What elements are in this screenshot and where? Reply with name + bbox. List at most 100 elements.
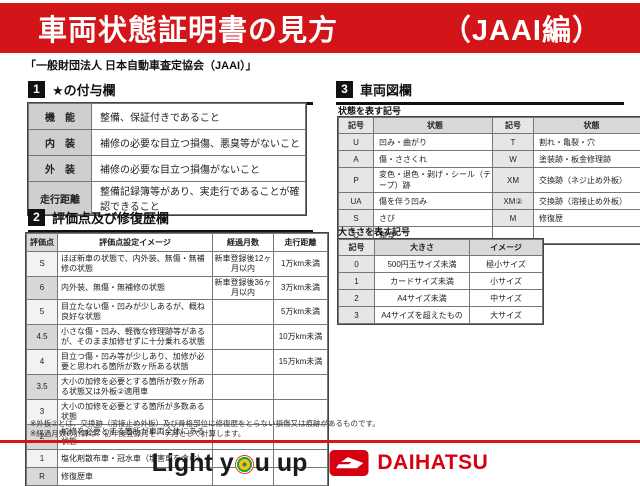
col-header-symbol: 記号 [339, 118, 374, 134]
cell-symbol: 2 [339, 290, 375, 307]
daihatsu-logo: DAIHATSU [329, 450, 488, 476]
table-row: P 変色・退色・剥げ・シール（テープ）跡 XM 交換跡（ネジ止め外板） [339, 168, 640, 193]
cell-image: 目立たない傷・凹みが少しあるが、概ね良好な状態 [58, 300, 213, 325]
cell-size: A4サイズを超えたもの [375, 307, 470, 324]
table-row: 4.5 小さな傷・凹み、軽微な修理跡等があるが、そのまま加修せずに十分乗れる状態… [27, 325, 328, 350]
slogan-text-pre: Light y [152, 449, 234, 478]
cell-symbol: A [339, 151, 374, 168]
cell-desc: 補修の必要な目立つ損傷、悪臭等がないこと [92, 130, 306, 156]
table-row: 2 A4サイズ未満 中サイズ [339, 290, 543, 307]
daihatsu-d-mark-icon [329, 450, 369, 476]
cell-symbol: U [339, 134, 374, 151]
cell-symbol: T [493, 134, 534, 151]
cell-months: 新車登録後12ヶ月以内 [213, 252, 274, 277]
cell-symbol: XM [493, 168, 534, 193]
table-row: 内 装 補修の必要な目立つ損傷、悪臭等がないこと [29, 130, 306, 156]
section3-number-badge: 3 [336, 81, 353, 98]
slogan-text-post: u up [255, 449, 308, 478]
cell-months [213, 350, 274, 375]
target-ring-icon [235, 455, 254, 474]
cell-distance: 3万km未満 [274, 277, 328, 300]
light-you-up-logo: Light y u up [152, 449, 308, 478]
daihatsu-wordmark: DAIHATSU [377, 451, 488, 475]
cell-months [213, 300, 274, 325]
col-header-symbol: 記号 [493, 118, 534, 134]
title-banner: 車両状態証明書の見方 （JAAI編） [0, 3, 640, 53]
footnote-line: ※外板②とは、交換跡（溶接止め外板）及び骨格部位に修復歴をとらない損傷又は痕跡が… [30, 419, 380, 429]
col-header-symbol: 記号 [339, 240, 375, 256]
col-header-months: 経過月数 [213, 234, 274, 252]
cell-image: ほぼ新車の状態で、内外装、無傷・無補修の状態 [58, 252, 213, 277]
table-row: 外 装 補修の必要な目立つ損傷がないこと [29, 156, 306, 182]
cell-size: カードサイズ未満 [375, 273, 470, 290]
cell-score: 4 [27, 350, 58, 375]
cell-state: 修復歴 [534, 210, 640, 227]
footnote-line: ※経過月数の計算は、初年度登録月を一ヶ月として計算します。 [30, 429, 380, 439]
cell-label: 外 装 [29, 156, 92, 182]
cell-state: さび [374, 210, 493, 227]
section2-header: 2 評価点及び修復歴欄 [28, 208, 313, 233]
condition-symbols-label: 状態を表す記号 [338, 104, 401, 117]
cell-image: 極小サイズ [470, 256, 543, 273]
col-header-image: 評価点設定イメージ [58, 234, 213, 252]
size-symbols-label: 大きさを表す記号 [338, 225, 410, 238]
cell-image: 内外装、無傷・無補修の状態 [58, 277, 213, 300]
table-row: 0 500円玉サイズ未満 極小サイズ [339, 256, 543, 273]
cell-label: 機 能 [29, 104, 92, 130]
cell-state: 交換跡（ネジ止め外板） [534, 168, 640, 193]
cell-score: 6 [27, 277, 58, 300]
cell-label: 内 装 [29, 130, 92, 156]
section3-header: 3 車両図欄 [336, 80, 624, 105]
page-title-edition: （JAAI編） [442, 7, 602, 49]
cell-symbol: 1 [339, 273, 375, 290]
table-row: U 凹み・曲がり T 割れ・亀裂・穴 [339, 134, 640, 151]
col-header-size: 大きさ [375, 240, 470, 256]
section3-title: 車両図欄 [360, 80, 412, 99]
cell-symbol: P [339, 168, 374, 193]
organization-subtitle: 「一般財団法人 日本自動車査定協会（JAAI）」 [25, 57, 257, 73]
cell-image: 大サイズ [470, 307, 543, 324]
table-row: 機 能 整備、保証付きであること [29, 104, 306, 130]
cell-image: 大小の加修を必要とする箇所が数ヶ所ある状態又は外板②適用車 [58, 375, 213, 400]
cell-distance: 15万km未満 [274, 350, 328, 375]
cell-months [213, 375, 274, 400]
cell-symbol: 0 [339, 256, 375, 273]
table-row: A 傷・ささくれ W 塗装跡・板金修理跡 [339, 151, 640, 168]
cell-symbol: W [493, 151, 534, 168]
page-title: 車両状態証明書の見方 [38, 7, 338, 49]
table-row: S さび M 修復歴 [339, 210, 640, 227]
section1-title: ★の付与欄 [52, 80, 116, 99]
table-row: 4 目立つ傷・凹み等が少しあり、加修が必要と思われる箇所が数ヶ所ある状態 15万… [27, 350, 328, 375]
footer-divider [0, 440, 640, 443]
cell-symbol: S [339, 210, 374, 227]
cell-state: 塗装跡・板金修理跡 [534, 151, 640, 168]
cell-months [213, 325, 274, 350]
cell-state: 変色・退色・剥げ・シール（テープ）跡 [374, 168, 493, 193]
cell-state: 傷を伴う凹み [374, 193, 493, 210]
cell-desc: 整備、保証付きであること [92, 104, 306, 130]
cell-months: 新車登録後36ヶ月以内 [213, 277, 274, 300]
cell-symbol: XM② [493, 193, 534, 210]
cell-score: 3.5 [27, 375, 58, 400]
cell-state [534, 227, 640, 244]
cell-state: 傷・ささくれ [374, 151, 493, 168]
col-header-distance: 走行距離 [274, 234, 328, 252]
cell-symbol: 3 [339, 307, 375, 324]
cell-state: 凹み・曲がり [374, 134, 493, 151]
col-header-state: 状態 [374, 118, 493, 134]
table-header-row: 評価点 評価点設定イメージ 経過月数 走行距離 [27, 234, 328, 252]
cell-score: 5 [27, 300, 58, 325]
cell-desc: 補修の必要な目立つ損傷がないこと [92, 156, 306, 182]
cell-symbol: M [493, 210, 534, 227]
table-header-row: 記号 状態 記号 状態 [339, 118, 640, 134]
size-symbols-table: 記号 大きさ イメージ 0 500円玉サイズ未満 極小サイズ 1 カードサイズ未… [338, 239, 543, 324]
cell-image: 小サイズ [470, 273, 543, 290]
cell-score: 4.5 [27, 325, 58, 350]
table-row: 3.5 大小の加修を必要とする箇所が数ヶ所ある状態又は外板②適用車 [27, 375, 328, 400]
cell-score: S [27, 252, 58, 277]
cell-image: 小さな傷・凹み、軽微な修理跡等があるが、そのまま加修せずに十分乗れる状態 [58, 325, 213, 350]
cell-size: 500円玉サイズ未満 [375, 256, 470, 273]
section2-number-badge: 2 [28, 209, 45, 226]
footnotes: ※外板②とは、交換跡（溶接止め外板）及び骨格部位に修復歴をとらない損傷又は痕跡が… [30, 419, 380, 439]
section1-number-badge: 1 [28, 81, 45, 98]
